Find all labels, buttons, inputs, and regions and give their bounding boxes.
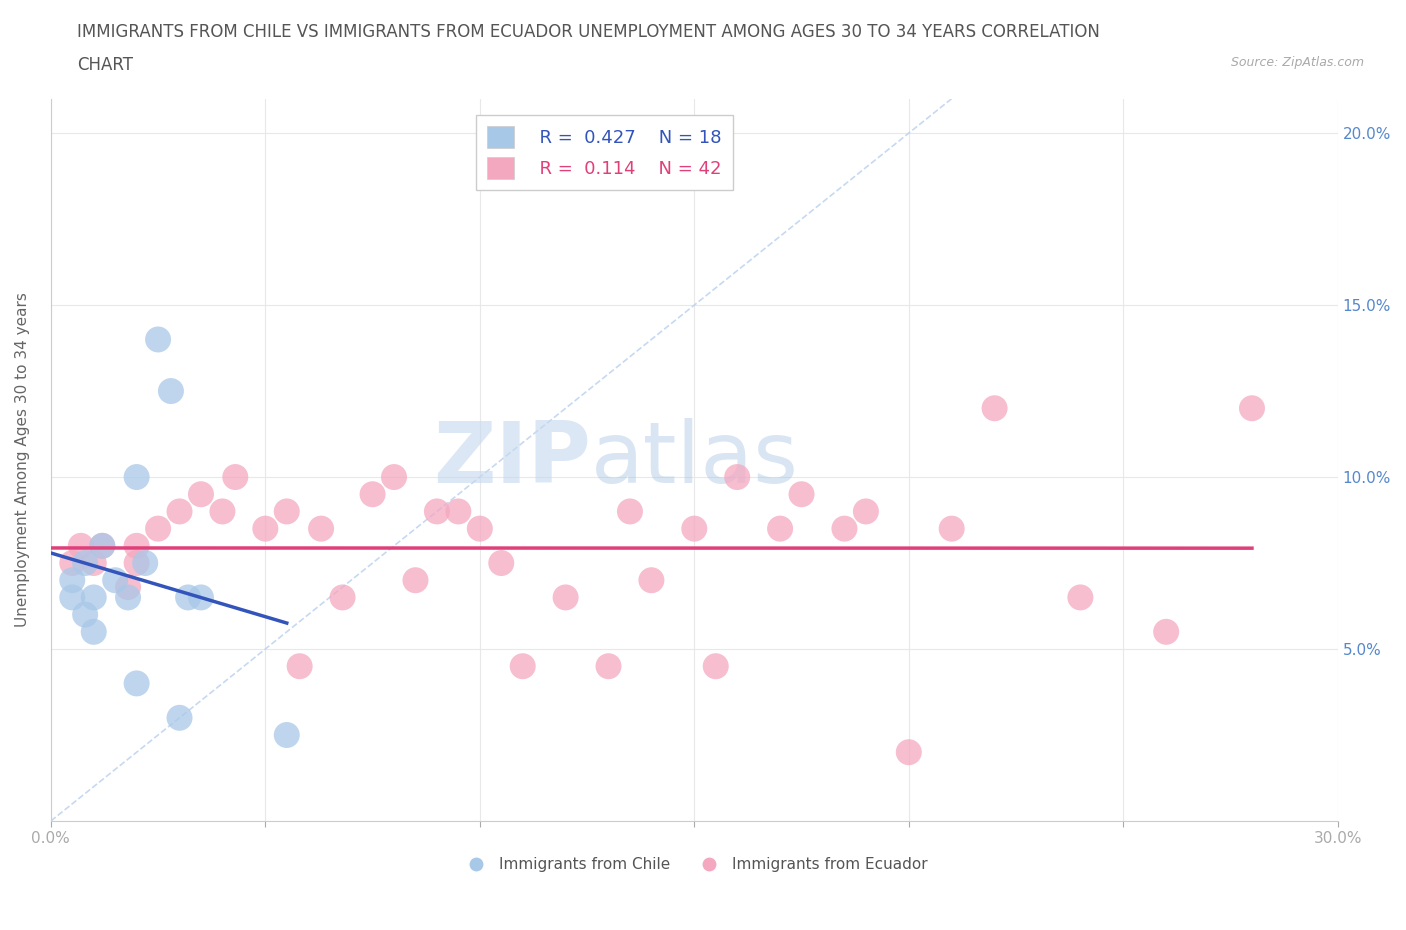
- Point: [1240, 401, 1263, 416]
- Point: [640, 573, 662, 588]
- Point: [288, 658, 311, 673]
- Point: [160, 383, 183, 398]
- Point: [554, 590, 576, 604]
- Text: Source: ZipAtlas.com: Source: ZipAtlas.com: [1230, 56, 1364, 69]
- Point: [146, 521, 169, 536]
- Point: [941, 521, 963, 536]
- Point: [60, 555, 83, 570]
- Point: [704, 658, 727, 673]
- Point: [683, 521, 706, 536]
- Point: [91, 538, 114, 553]
- Point: [117, 590, 139, 604]
- Point: [83, 555, 105, 570]
- Y-axis label: Unemployment Among Ages 30 to 34 years: Unemployment Among Ages 30 to 34 years: [15, 292, 30, 627]
- Point: [276, 504, 298, 519]
- Point: [619, 504, 641, 519]
- Point: [83, 624, 105, 639]
- Point: [224, 470, 246, 485]
- Point: [190, 486, 212, 501]
- Point: [169, 504, 191, 519]
- Point: [897, 745, 920, 760]
- Text: IMMIGRANTS FROM CHILE VS IMMIGRANTS FROM ECUADOR UNEMPLOYMENT AMONG AGES 30 TO 3: IMMIGRANTS FROM CHILE VS IMMIGRANTS FROM…: [77, 23, 1101, 41]
- Point: [491, 555, 513, 570]
- Point: [177, 590, 200, 604]
- Point: [834, 521, 856, 536]
- Point: [60, 573, 83, 588]
- Text: atlas: atlas: [592, 418, 800, 501]
- Point: [125, 676, 148, 691]
- Point: [91, 538, 114, 553]
- Point: [983, 401, 1005, 416]
- Point: [1069, 590, 1091, 604]
- Point: [769, 521, 792, 536]
- Text: CHART: CHART: [77, 56, 134, 73]
- Point: [512, 658, 534, 673]
- Point: [146, 332, 169, 347]
- Point: [1154, 624, 1177, 639]
- Point: [855, 504, 877, 519]
- Point: [169, 711, 191, 725]
- Point: [104, 573, 127, 588]
- Point: [382, 470, 405, 485]
- Point: [276, 727, 298, 742]
- Point: [332, 590, 354, 604]
- Point: [125, 555, 148, 570]
- Point: [404, 573, 426, 588]
- Point: [361, 486, 384, 501]
- Point: [309, 521, 332, 536]
- Point: [60, 590, 83, 604]
- Point: [134, 555, 156, 570]
- Point: [468, 521, 491, 536]
- Point: [190, 590, 212, 604]
- Point: [117, 579, 139, 594]
- Point: [426, 504, 449, 519]
- Point: [83, 590, 105, 604]
- Point: [125, 470, 148, 485]
- Point: [598, 658, 620, 673]
- Point: [70, 538, 93, 553]
- Text: ZIP: ZIP: [433, 418, 592, 501]
- Point: [447, 504, 470, 519]
- Legend: Immigrants from Chile, Immigrants from Ecuador: Immigrants from Chile, Immigrants from E…: [456, 851, 934, 878]
- Point: [75, 607, 97, 622]
- Point: [125, 538, 148, 553]
- Point: [254, 521, 277, 536]
- Point: [790, 486, 813, 501]
- Point: [75, 555, 97, 570]
- Point: [725, 470, 748, 485]
- Point: [211, 504, 233, 519]
